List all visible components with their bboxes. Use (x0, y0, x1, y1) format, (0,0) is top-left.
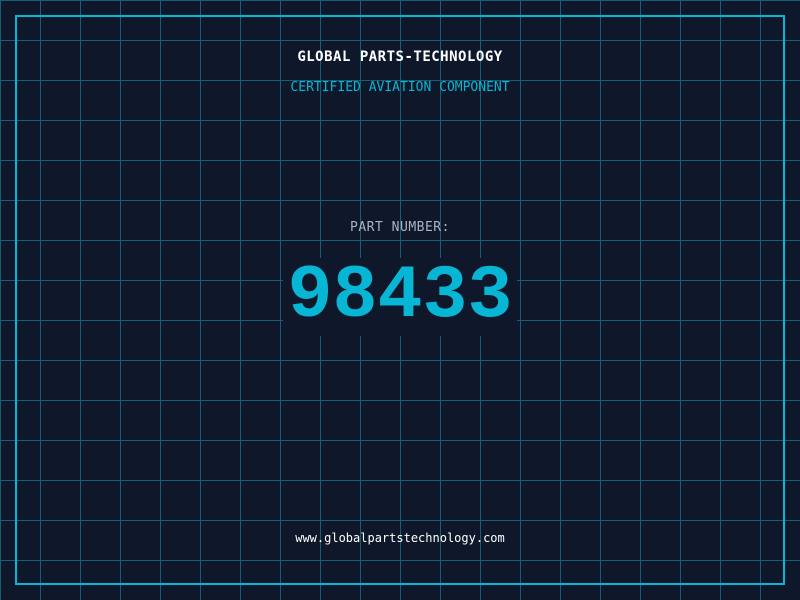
part-number-value: 98433 (283, 258, 517, 336)
certification-subtitle: CERTIFIED AVIATION COMPONENT (290, 80, 510, 95)
part-number-display: 98433 (0, 258, 800, 336)
website-url: www.globalpartstechnology.com (295, 531, 505, 545)
border-frame (15, 15, 785, 585)
part-number-label: PART NUMBER: (350, 220, 450, 235)
company-title: GLOBAL PARTS-TECHNOLOGY (297, 49, 503, 65)
